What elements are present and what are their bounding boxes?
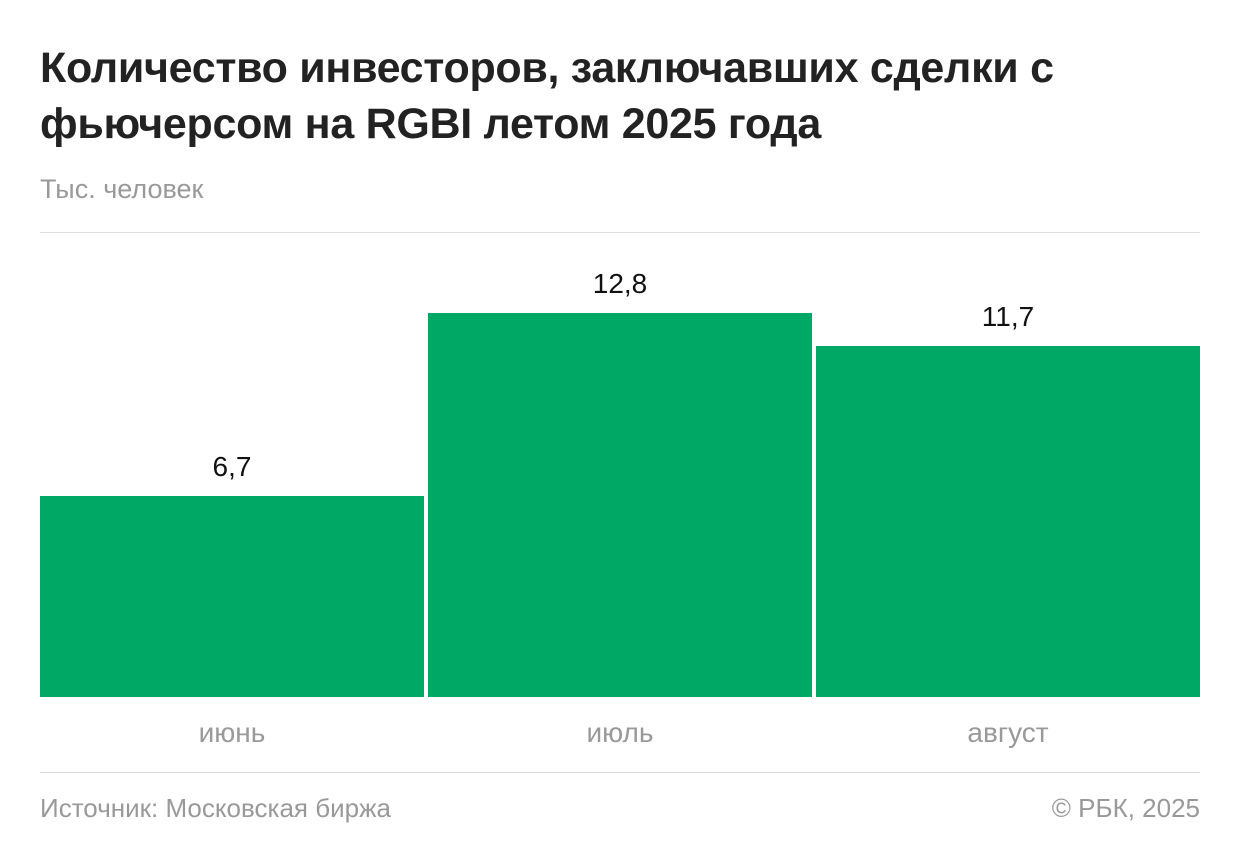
category-label: июль [587, 717, 654, 748]
category-label: июнь [199, 717, 266, 748]
bar-0 [40, 496, 424, 697]
bar-2 [816, 346, 1200, 697]
bar-1 [428, 313, 812, 697]
bottom-divider [40, 772, 1200, 773]
source-note: Источник: Московская биржа [40, 793, 391, 823]
value-label: 11,7 [982, 301, 1034, 332]
copyright: © РБК, 2025 [1051, 793, 1200, 823]
category-label: август [967, 717, 1048, 748]
top-divider [40, 232, 1200, 233]
chart-subtitle: Тыс. человек [40, 174, 204, 204]
value-label: 6,7 [213, 451, 252, 482]
value-label: 12,8 [593, 268, 648, 299]
chart-title: Количество инвесторов, заключавших сделк… [40, 44, 1054, 148]
